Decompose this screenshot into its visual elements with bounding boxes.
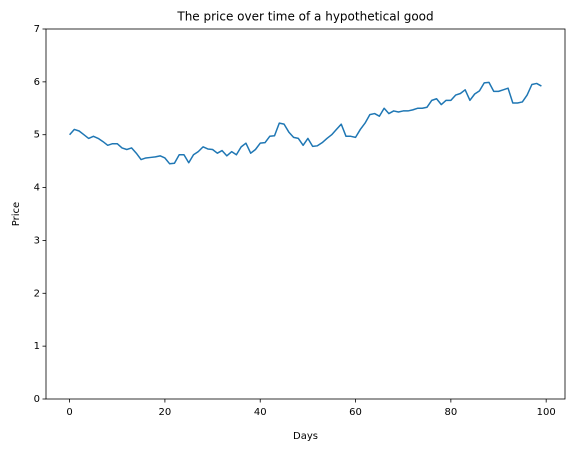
y-axis-label: Price [11,202,22,226]
x-tick-label: 80 [444,407,457,418]
x-tick-label: 20 [159,407,172,418]
y-tick-label: 3 [34,235,40,246]
x-tick-label: 0 [66,407,72,418]
chart-title: The price over time of a hypothetical go… [176,10,433,24]
y-tick-label: 7 [34,24,40,35]
x-tick-label: 100 [537,407,556,418]
y-tick-label: 1 [34,341,40,352]
y-tick-label: 0 [34,394,40,405]
x-tick-label: 40 [254,407,267,418]
y-tick-label: 4 [34,183,40,194]
line-series [69,81,542,165]
y-tick-label: 5 [34,130,40,141]
y-tick-label: 6 [34,77,40,88]
plot-frame [45,28,566,400]
x-axis-label: Days [293,431,318,442]
y-tick-label: 2 [34,288,40,299]
x-tick-label: 60 [349,407,362,418]
